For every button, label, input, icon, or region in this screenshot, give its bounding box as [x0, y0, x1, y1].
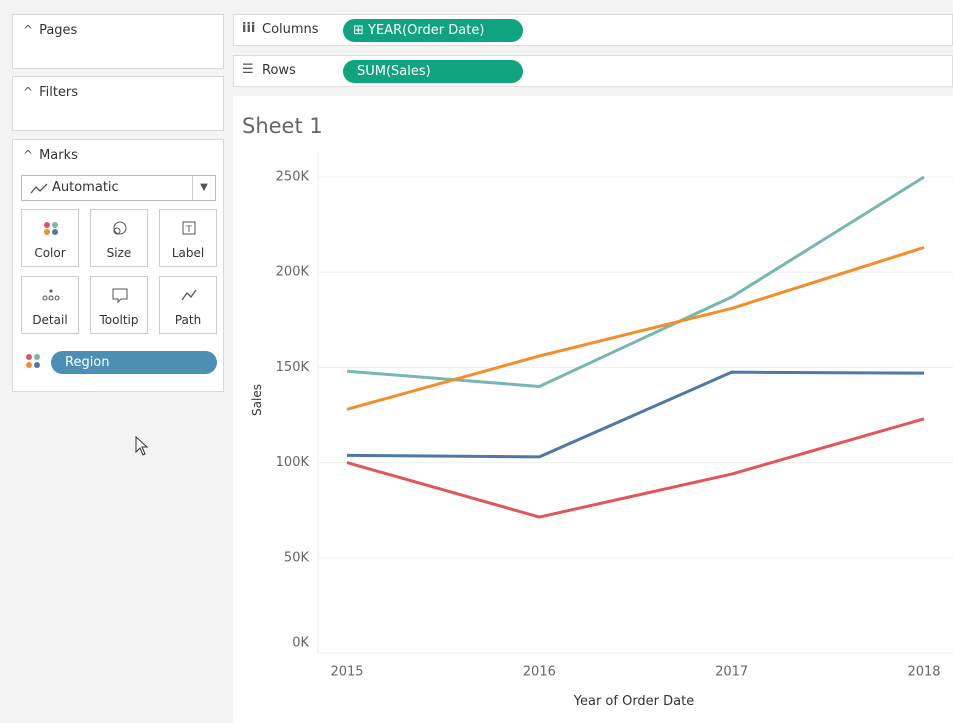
- rows-shelf: ☰ Rows SUM(Sales): [233, 55, 953, 87]
- button-icon: [44, 222, 58, 235]
- x-tick-label: 2017: [715, 665, 748, 680]
- region-pill[interactable]: Region: [51, 351, 217, 374]
- marks-button[interactable]: Detail: [21, 276, 79, 334]
- button-label: Size: [106, 246, 132, 260]
- columns-shelf: iii Columns ⊞ YEAR(Order Date): [233, 14, 953, 46]
- y-tick-label: 150K: [276, 360, 310, 375]
- x-axis-title: Year of Order Date: [573, 694, 694, 709]
- x-tick-label: 2018: [907, 665, 940, 680]
- button-label: Path: [174, 313, 202, 327]
- marks-button[interactable]: T Label: [159, 209, 217, 267]
- shelf-label: Rows: [262, 63, 296, 78]
- y-tick-label: 100K: [276, 455, 310, 470]
- series-line: [346, 175, 925, 388]
- chart: Sheet 1 Year of Order Date Sales 0K 50K 10…: [233, 96, 953, 723]
- series-line: [346, 417, 925, 519]
- button-label: Tooltip: [99, 313, 139, 327]
- marks-button[interactable]: Color: [21, 209, 79, 267]
- expand-icon: ⊞: [353, 23, 369, 38]
- series-line: [346, 370, 925, 459]
- mark-type-dropdown[interactable]: Automatic ▼: [21, 175, 216, 201]
- marks-button[interactable]: Size: [90, 209, 148, 267]
- svg-text:T: T: [185, 225, 192, 235]
- button-icon: [112, 288, 128, 304]
- x-tick-label: 2016: [523, 665, 556, 680]
- pill-text: YEAR(Order Date): [368, 23, 485, 38]
- button-icon: [181, 289, 197, 301]
- card-title[interactable]: Filters: [23, 85, 78, 100]
- marks-button[interactable]: Path: [159, 276, 217, 334]
- cursor: [135, 436, 149, 456]
- color-icon: [26, 354, 40, 368]
- y-tick-label: 250K: [276, 170, 310, 185]
- button-label: Color: [34, 246, 66, 260]
- pages-card: Pages: [12, 14, 224, 69]
- card-title[interactable]: Pages: [23, 23, 77, 38]
- series-line: [346, 246, 925, 411]
- dropdown-arrow: ▼: [192, 176, 215, 200]
- button-icon: [113, 221, 127, 235]
- y-tick-label: 200K: [276, 265, 310, 280]
- card-title[interactable]: Marks: [23, 148, 78, 163]
- y-axis-title: Sales: [250, 384, 264, 416]
- button-icon: [42, 289, 60, 301]
- button-label: Label: [171, 246, 205, 260]
- marks-button[interactable]: Tooltip: [90, 276, 148, 334]
- rows-pill[interactable]: SUM(Sales): [343, 60, 523, 83]
- mark-type: Automatic: [52, 180, 119, 195]
- sheet-title: Sheet 1: [242, 114, 323, 138]
- rows-icon: ☰: [242, 62, 254, 77]
- columns-pill[interactable]: ⊞ YEAR(Order Date): [343, 19, 523, 42]
- y-tick-label: 50K: [284, 550, 310, 565]
- line-icon: [30, 183, 48, 194]
- columns-icon: iii: [242, 21, 256, 36]
- x-tick-label: 2015: [330, 665, 363, 680]
- marks-card: Marks Automatic ▼ Color Size T Label Detail T…: [12, 139, 224, 392]
- y-tick-label: 0K: [292, 636, 309, 651]
- shelf-label: Columns: [262, 22, 319, 37]
- button-icon: T: [182, 221, 196, 235]
- button-label: Detail: [32, 313, 68, 327]
- filters-card: Filters: [12, 76, 224, 131]
